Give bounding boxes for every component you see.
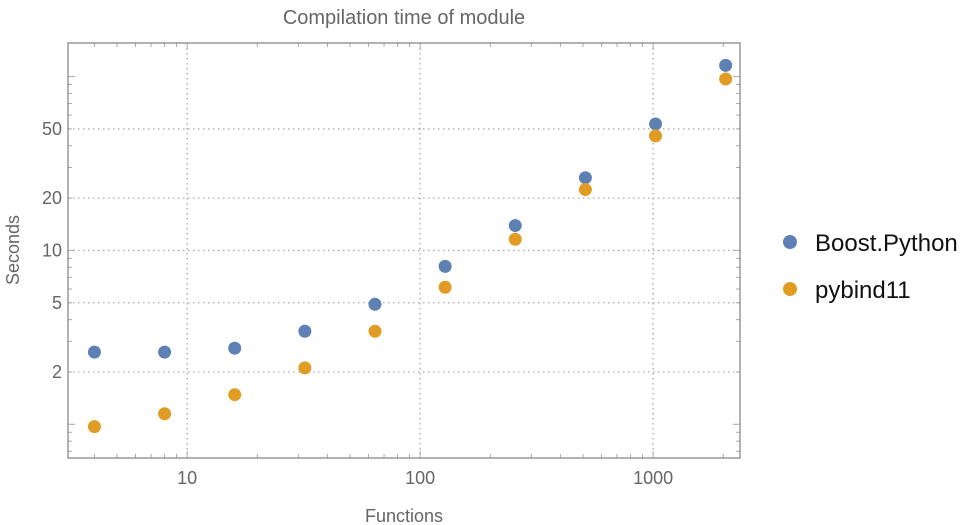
y-tick-label: 2 (52, 362, 62, 382)
x-axis-label: Functions (365, 506, 443, 525)
point-boost-python-4 (87, 345, 101, 359)
x-tick-label: 100 (405, 468, 435, 488)
x-tick-labels: 10 100 1000 (177, 468, 673, 488)
y-axis-label: Seconds (3, 215, 23, 285)
y-tick-labels: 2 5 10 20 50 (42, 119, 62, 382)
legend-marker-pybind11 (783, 282, 797, 296)
point-pybind11-8 (158, 407, 172, 421)
point-boost-python-64 (368, 297, 382, 311)
legend-marker-boost-python (783, 235, 797, 249)
legend: Boost.Python pybind11 (783, 230, 958, 304)
legend-label-pybind11: pybind11 (815, 277, 911, 304)
y-tick-label: 10 (42, 240, 62, 260)
point-boost-python-128 (438, 259, 452, 273)
point-boost-python-16 (228, 341, 242, 355)
x-tick-label: 1000 (633, 468, 673, 488)
point-pybind11-2048 (719, 72, 733, 86)
x-tick-label: 10 (177, 468, 197, 488)
y-tick-label: 20 (42, 188, 62, 208)
plot-frame (67, 42, 741, 459)
y-tick-label: 5 (52, 293, 62, 313)
point-pybind11-512 (578, 183, 592, 197)
point-boost-python-32 (298, 324, 312, 338)
point-boost-python-256 (508, 219, 522, 233)
y-tick-label: 50 (42, 119, 62, 139)
gridlines (68, 43, 740, 458)
point-boost-python-2048 (719, 58, 733, 72)
point-pybind11-1024 (649, 129, 663, 143)
minor-ticks (68, 43, 740, 458)
data-points (87, 58, 733, 434)
point-pybind11-64 (368, 324, 382, 338)
point-boost-python-8 (158, 345, 172, 359)
point-pybind11-128 (438, 280, 452, 294)
point-pybind11-4 (87, 420, 101, 434)
point-boost-python-512 (578, 171, 592, 185)
chart-title: Compilation time of module (283, 7, 525, 29)
point-pybind11-16 (228, 388, 242, 402)
point-pybind11-256 (508, 232, 522, 246)
point-boost-python-1024 (649, 117, 663, 131)
legend-label-boost-python: Boost.Python (815, 230, 958, 257)
point-pybind11-32 (298, 361, 312, 375)
